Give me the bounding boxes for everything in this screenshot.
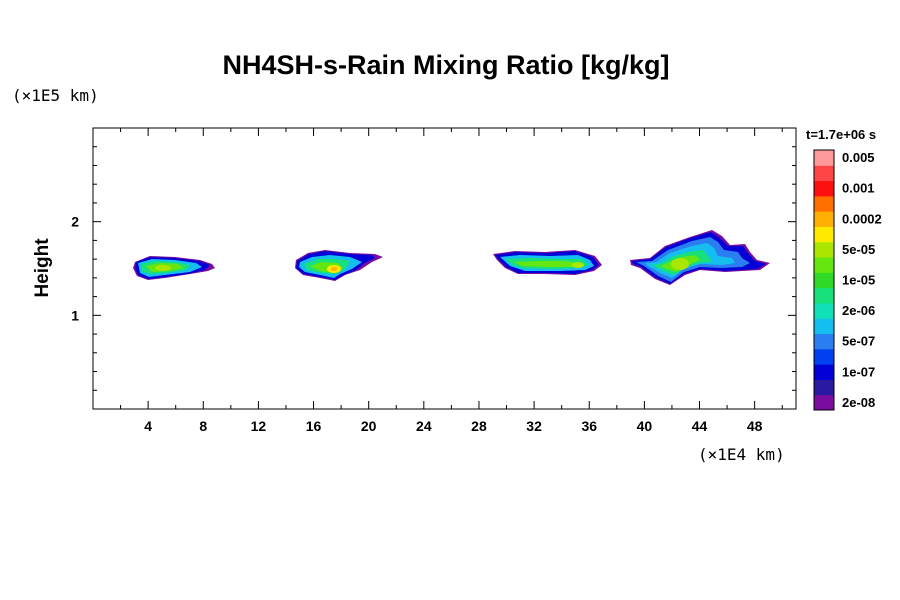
timestamp-label: t=1.7e+06 s bbox=[806, 127, 876, 142]
mixing-region-2 bbox=[295, 250, 383, 281]
colorbar-swatch bbox=[814, 257, 834, 273]
colorbar-swatch bbox=[814, 195, 834, 212]
colorbar-swatch bbox=[814, 302, 834, 319]
colorbar-swatch bbox=[814, 272, 834, 289]
colorbar-swatch bbox=[814, 287, 834, 304]
x-tick-label: 44 bbox=[692, 418, 708, 434]
colorbar-label: 2e-08 bbox=[842, 395, 875, 410]
x-tick-label: 16 bbox=[306, 418, 322, 434]
colorbar: 2e-08 1e-07 5e-07 2e-06 1e-05 5e-05 0.0002 0.00… bbox=[813, 149, 882, 411]
x-tick-label: 4 bbox=[144, 418, 152, 434]
colorbar-swatch bbox=[814, 364, 834, 380]
chart-title: NH4SH-s-Rain Mixing Ratio [kg/kg] bbox=[222, 50, 669, 80]
region-2-core-inner bbox=[331, 267, 337, 271]
colorbar-label: 2e-06 bbox=[842, 303, 875, 318]
region-3-level-5 bbox=[514, 261, 580, 267]
x-tick-label: 20 bbox=[361, 418, 377, 434]
region-4-core bbox=[671, 258, 689, 270]
y-unit-label: (×1E5 km) bbox=[12, 86, 99, 105]
x-tick-label: 8 bbox=[199, 418, 207, 434]
plot-frame bbox=[92, 127, 797, 410]
x-tick-label: 40 bbox=[637, 418, 653, 434]
y-axis-label: Height bbox=[32, 238, 53, 298]
contour-regions bbox=[133, 230, 770, 285]
y-axis-ticks: 12 bbox=[71, 146, 796, 391]
colorbar-label: 1e-07 bbox=[842, 364, 875, 379]
colorbar-label: 1e-05 bbox=[842, 273, 875, 288]
colorbar-swatch bbox=[814, 379, 834, 396]
x-tick-label: 48 bbox=[747, 418, 763, 434]
colorbar-swatch bbox=[814, 241, 834, 258]
x-tick-label: 32 bbox=[526, 418, 542, 434]
colorbar-swatch bbox=[814, 333, 834, 350]
colorbar-frame bbox=[813, 149, 835, 411]
colorbar-label: 5e-07 bbox=[842, 334, 875, 349]
colorbar-swatch bbox=[814, 150, 834, 166]
x-tick-label: 12 bbox=[251, 418, 267, 434]
colorbar-swatch bbox=[814, 318, 834, 335]
colorbar-label: 5e-05 bbox=[842, 242, 875, 257]
colorbar-swatch bbox=[814, 394, 834, 411]
x-tick-label: 36 bbox=[581, 418, 597, 434]
mixing-region-4 bbox=[630, 230, 770, 285]
colorbar-swatch bbox=[814, 226, 834, 243]
colorbar-swatch bbox=[814, 348, 834, 365]
region-1-core bbox=[155, 265, 171, 271]
colorbar-swatch bbox=[814, 180, 834, 197]
colorbar-label: 0.001 bbox=[842, 181, 875, 196]
x-axis-ticks: 4 8 12 16 20 24 28 32 36 40 44 48 bbox=[120, 128, 783, 434]
mixing-region-3 bbox=[493, 250, 602, 275]
x-unit-label: (×1E4 km) bbox=[698, 445, 785, 464]
colorbar-swatch bbox=[814, 211, 834, 227]
y-tick-label: 1 bbox=[71, 307, 79, 323]
region-3-core bbox=[572, 262, 584, 268]
colorbar-swatch bbox=[814, 165, 834, 182]
colorbar-label: 0.005 bbox=[842, 150, 875, 165]
mixing-region-1 bbox=[133, 256, 215, 280]
x-tick-label: 24 bbox=[416, 418, 432, 434]
colorbar-label: 0.0002 bbox=[842, 211, 882, 226]
y-tick-label: 2 bbox=[71, 214, 79, 230]
x-tick-label: 28 bbox=[471, 418, 487, 434]
